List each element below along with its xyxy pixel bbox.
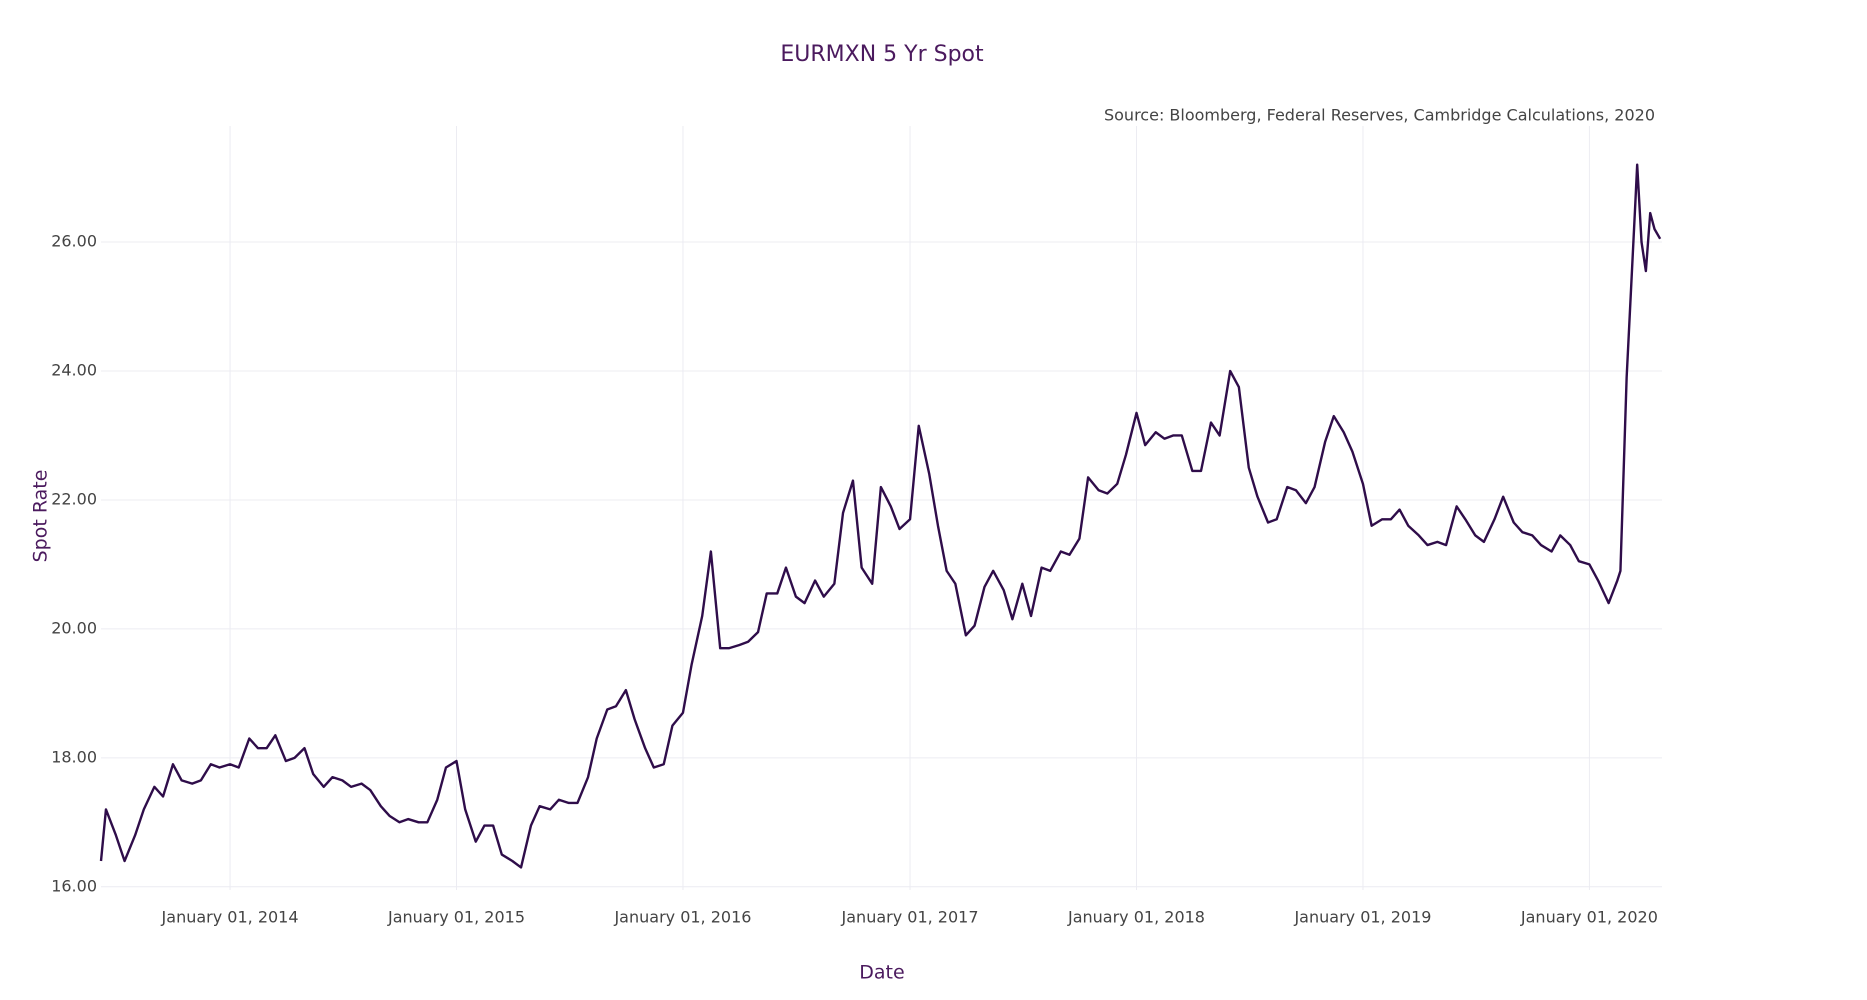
x-tick-label: January 01, 2017 <box>841 908 979 927</box>
x-axis-title: Date <box>859 962 904 984</box>
x-tick-label: January 01, 2014 <box>161 908 299 927</box>
chart-title: EURMXN 5 Yr Spot <box>780 42 984 67</box>
source-note: Source: Bloomberg, Federal Reserves, Cam… <box>1104 106 1655 125</box>
y-tick-label: 16.00 <box>51 876 97 895</box>
x-tick-label: January 01, 2019 <box>1293 908 1431 927</box>
x-tick-label: January 01, 2018 <box>1067 908 1205 927</box>
y-tick-label: 22.00 <box>51 489 97 508</box>
y-tick-label: 20.00 <box>51 618 97 637</box>
y-tick-label: 18.00 <box>51 747 97 766</box>
x-tick-label: January 01, 2015 <box>387 908 525 927</box>
x-tick-label: January 01, 2020 <box>1520 908 1658 927</box>
series-line <box>99 163 1662 869</box>
y-tick-label: 24.00 <box>51 360 97 379</box>
y-axis-title: Spot Rate <box>30 470 52 563</box>
y-tick-label: 26.00 <box>51 232 97 251</box>
x-tick-label: January 01, 2016 <box>613 908 751 927</box>
